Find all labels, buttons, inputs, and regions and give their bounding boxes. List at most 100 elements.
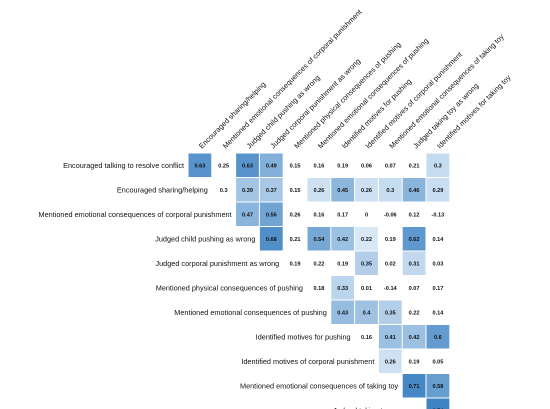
cell-value-label: 0.42 xyxy=(409,335,420,341)
row-label: Mentioned emotional consequences of taki… xyxy=(240,381,399,390)
heatmap-cell xyxy=(378,300,402,324)
cell-value-label: -0.06 xyxy=(384,212,397,218)
cell-value-label: 0.3 xyxy=(220,188,228,194)
heatmap-cell xyxy=(378,325,402,349)
cell-value-label: 0.3 xyxy=(434,163,442,169)
cell-value-label: 0.42 xyxy=(337,237,348,243)
heatmap-cell xyxy=(402,325,426,349)
cell-value-label: 0.01 xyxy=(361,286,372,292)
heatmap-cell xyxy=(378,178,402,202)
row-label: Mentioned emotional consequences of corp… xyxy=(39,210,232,219)
heatmap-cell xyxy=(259,227,283,251)
heatmap-cell xyxy=(331,300,355,324)
row-label: Encouraged sharing/helping xyxy=(117,185,208,194)
cell-value-label: 0.19 xyxy=(385,237,396,243)
heatmap-cell xyxy=(259,178,283,202)
cell-value-label: 0.46 xyxy=(409,188,420,194)
cell-value-label: 0.06 xyxy=(361,163,372,169)
cell-value-label: 0.05 xyxy=(432,359,443,365)
cell-value-label: 0.26 xyxy=(361,188,372,194)
heatmap-cell xyxy=(307,178,331,202)
cell-value-label: 0.19 xyxy=(337,261,348,267)
heatmap-cell xyxy=(355,178,378,202)
cell-value-label: 0.14 xyxy=(432,237,444,243)
cell-value-label: 0.19 xyxy=(409,359,420,365)
cell-value-label: 0.17 xyxy=(337,212,348,218)
cell-value-label: 0.18 xyxy=(313,286,324,292)
cell-value-label: 0.21 xyxy=(409,163,420,169)
heatmap-cell xyxy=(426,398,450,409)
cell-value-label: 0.16 xyxy=(313,212,324,218)
row-label: Judged taking toy as wrong xyxy=(333,406,422,409)
heatmap-cell xyxy=(355,251,378,275)
cell-value-label: 0.15 xyxy=(290,163,301,169)
heatmap-cell xyxy=(259,202,283,226)
cell-value-label: 0.26 xyxy=(385,359,396,365)
row-label: Judged corporal punishment as wrong xyxy=(155,259,279,268)
heatmap-cell xyxy=(426,325,450,349)
cell-value-label: 0.45 xyxy=(337,188,348,194)
cell-value-label: 0.56 xyxy=(266,212,277,218)
cell-value-label: 0.17 xyxy=(432,286,443,292)
row-label: Identified motives of corporal punishmen… xyxy=(241,357,374,366)
cell-value-label: 0.41 xyxy=(385,335,396,341)
cell-value-label: 0.35 xyxy=(385,310,396,316)
cell-value-label: 0.63 xyxy=(242,163,253,169)
cell-value-label: 0.19 xyxy=(337,163,348,169)
heatmap-cell xyxy=(331,178,355,202)
cell-value-label: 0.47 xyxy=(242,212,253,218)
heatmap-cell xyxy=(331,227,355,251)
cell-value-label: 0.31 xyxy=(409,261,420,267)
cell-value-label: 0.22 xyxy=(361,237,372,243)
cell-value-label: 0.14 xyxy=(432,310,444,316)
heatmap-cell xyxy=(188,153,212,177)
cell-value-label: 0.62 xyxy=(409,237,420,243)
cell-value-label: 0.68 xyxy=(266,237,277,243)
cell-value-label: 0.3 xyxy=(386,188,394,194)
heatmap-cell xyxy=(259,153,283,177)
heatmap-cell xyxy=(355,227,378,251)
row-label: Mentioned physical consequences of pushi… xyxy=(156,283,303,292)
heatmap-cell xyxy=(426,153,450,177)
heatmap-cell xyxy=(236,202,259,226)
cell-value-label: 0.22 xyxy=(313,261,324,267)
heatmap-cell xyxy=(402,227,426,251)
cell-value-label: 0.25 xyxy=(218,163,229,169)
cell-value-label: -0.13 xyxy=(432,212,445,218)
cell-value-label: 0.16 xyxy=(361,335,372,341)
cell-value-label: 0.33 xyxy=(337,286,348,292)
cell-value-label: 0.49 xyxy=(266,163,277,169)
cell-value-label: 0.54 xyxy=(313,237,325,243)
heatmap-cell xyxy=(402,374,426,398)
cell-value-label: -0.14 xyxy=(384,286,398,292)
heatmap-cell xyxy=(307,227,331,251)
heatmap-cell xyxy=(402,178,426,202)
row-label: Mentioned emotional consequences of push… xyxy=(174,308,327,317)
cell-value-label: 0.39 xyxy=(242,188,253,194)
row-label: Encouraged talking to resolve conflict xyxy=(63,161,184,170)
cell-value-label: 0.6 xyxy=(434,335,442,341)
cell-value-label: 0.43 xyxy=(337,310,348,316)
heatmap-cell xyxy=(426,374,450,398)
heatmap-cell xyxy=(355,300,378,324)
heatmap-cell xyxy=(402,251,426,275)
row-label: Judged child pushing as wrong xyxy=(155,234,255,243)
cell-value-label: 0.03 xyxy=(432,261,443,267)
cell-value-label: 0 xyxy=(365,212,368,218)
heatmap-cell xyxy=(331,276,355,300)
cell-value-label: 0.15 xyxy=(290,188,301,194)
cell-value-label: 0.02 xyxy=(385,261,396,267)
heatmap-cell xyxy=(236,153,259,177)
cell-value-label: 0.58 xyxy=(432,384,443,390)
cell-value-label: 0.35 xyxy=(361,261,372,267)
row-label: Identified motives for pushing xyxy=(256,332,351,341)
cell-value-label: 0.19 xyxy=(290,261,301,267)
cell-value-label: 0.22 xyxy=(409,310,420,316)
cell-value-label: 0.26 xyxy=(290,212,301,218)
cell-value-label: 0.07 xyxy=(409,286,420,292)
cell-value-label: 0.12 xyxy=(409,212,420,218)
cell-value-label: 0.4 xyxy=(363,310,372,316)
heatmap-cell xyxy=(236,178,259,202)
heatmap-cell xyxy=(378,349,402,373)
